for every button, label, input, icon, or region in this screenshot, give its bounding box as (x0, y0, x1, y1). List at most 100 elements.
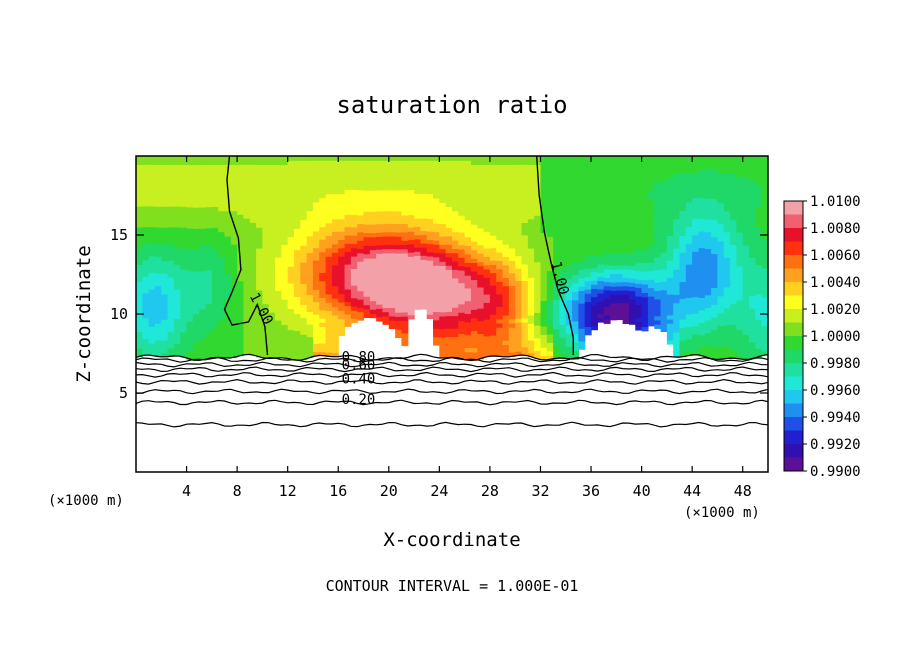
field-cell (142, 238, 150, 244)
field-cell (515, 284, 523, 290)
field-cell (584, 239, 592, 244)
field-cell (635, 274, 643, 280)
field-cell (755, 181, 763, 186)
field-cell (357, 261, 365, 266)
field-cell (666, 201, 674, 207)
field-cell (572, 325, 579, 330)
field-cell (199, 253, 207, 259)
field-cell (439, 257, 447, 262)
field-cell (761, 164, 768, 170)
field-cell (224, 261, 232, 267)
field-cell (407, 185, 415, 191)
field-cell (426, 160, 434, 165)
field-cell (161, 252, 169, 258)
field-cell (521, 193, 529, 199)
field-cell (610, 307, 617, 312)
field-cell (268, 189, 276, 195)
field-cell (224, 303, 232, 309)
field-cell (319, 276, 327, 282)
field-cell (445, 332, 453, 338)
field-cell (641, 254, 649, 259)
field-cell (685, 309, 693, 315)
field-cell (755, 168, 763, 174)
field-cell (420, 267, 428, 273)
field-cell (230, 298, 238, 304)
field-cell (395, 282, 403, 288)
field-cell (230, 273, 238, 279)
field-cell (445, 315, 453, 321)
field-cell (458, 168, 466, 174)
field-cell (452, 176, 459, 182)
field-cell (660, 181, 668, 186)
field-cell (249, 201, 257, 207)
field-cell (433, 332, 440, 338)
field-cell (723, 316, 731, 322)
field-cell (489, 297, 497, 303)
field-cell (167, 331, 175, 336)
field-cell (692, 329, 700, 335)
field-cell (736, 303, 744, 309)
field-cell (736, 223, 744, 229)
field-cell (136, 172, 143, 178)
field-cell (673, 160, 681, 165)
field-cell (692, 222, 700, 227)
field-cell (647, 274, 655, 280)
field-cell (723, 328, 731, 334)
field-cell (433, 298, 440, 304)
field-cell (647, 228, 655, 233)
field-cell (294, 198, 301, 204)
field-cell (439, 223, 447, 229)
field-cell (414, 242, 421, 248)
field-cell (477, 274, 485, 280)
field-cell (338, 181, 346, 186)
field-cell (192, 296, 200, 302)
field-cell (148, 197, 156, 203)
field-cell (312, 218, 320, 224)
field-cell (294, 258, 301, 263)
field-cell (553, 252, 561, 258)
field-cell (711, 228, 719, 233)
field-cell (521, 247, 529, 253)
colorbar-swatch (784, 214, 803, 229)
field-cell (483, 319, 491, 324)
field-cell (673, 193, 681, 199)
field-cell (489, 343, 497, 349)
field-cell (553, 273, 561, 279)
field-cell (243, 180, 251, 186)
field-cell (698, 214, 706, 219)
field-cell (452, 235, 459, 241)
field-cell (553, 307, 561, 313)
field-cell (136, 164, 143, 170)
field-cell (527, 302, 535, 308)
field-cell (723, 206, 731, 212)
field-cell (717, 202, 725, 208)
field-cell (597, 209, 605, 215)
field-cell (401, 278, 409, 283)
field-cell (616, 197, 624, 203)
colorbar-label: 1.0000 (810, 329, 861, 345)
field-cell (167, 339, 175, 345)
field-cell (388, 294, 396, 300)
field-cell (262, 257, 270, 262)
field-cell (161, 277, 169, 283)
field-cell (344, 293, 352, 298)
field-cell (496, 252, 504, 257)
field-cell (376, 168, 384, 174)
field-cell (281, 324, 289, 330)
field-cell (508, 252, 516, 257)
field-cell (294, 156, 301, 161)
field-cell (565, 168, 573, 174)
field-cell (224, 202, 232, 208)
field-cell (666, 302, 674, 308)
field-cell (553, 354, 561, 359)
field-cell (685, 226, 693, 232)
field-cell (761, 309, 768, 315)
field-cell (325, 185, 333, 190)
field-cell (287, 227, 295, 233)
field-cell (420, 242, 428, 248)
field-cell (136, 260, 143, 266)
field-cell (749, 172, 756, 178)
field-cell (572, 265, 579, 271)
field-cell (742, 172, 750, 178)
field-cell (559, 193, 567, 199)
